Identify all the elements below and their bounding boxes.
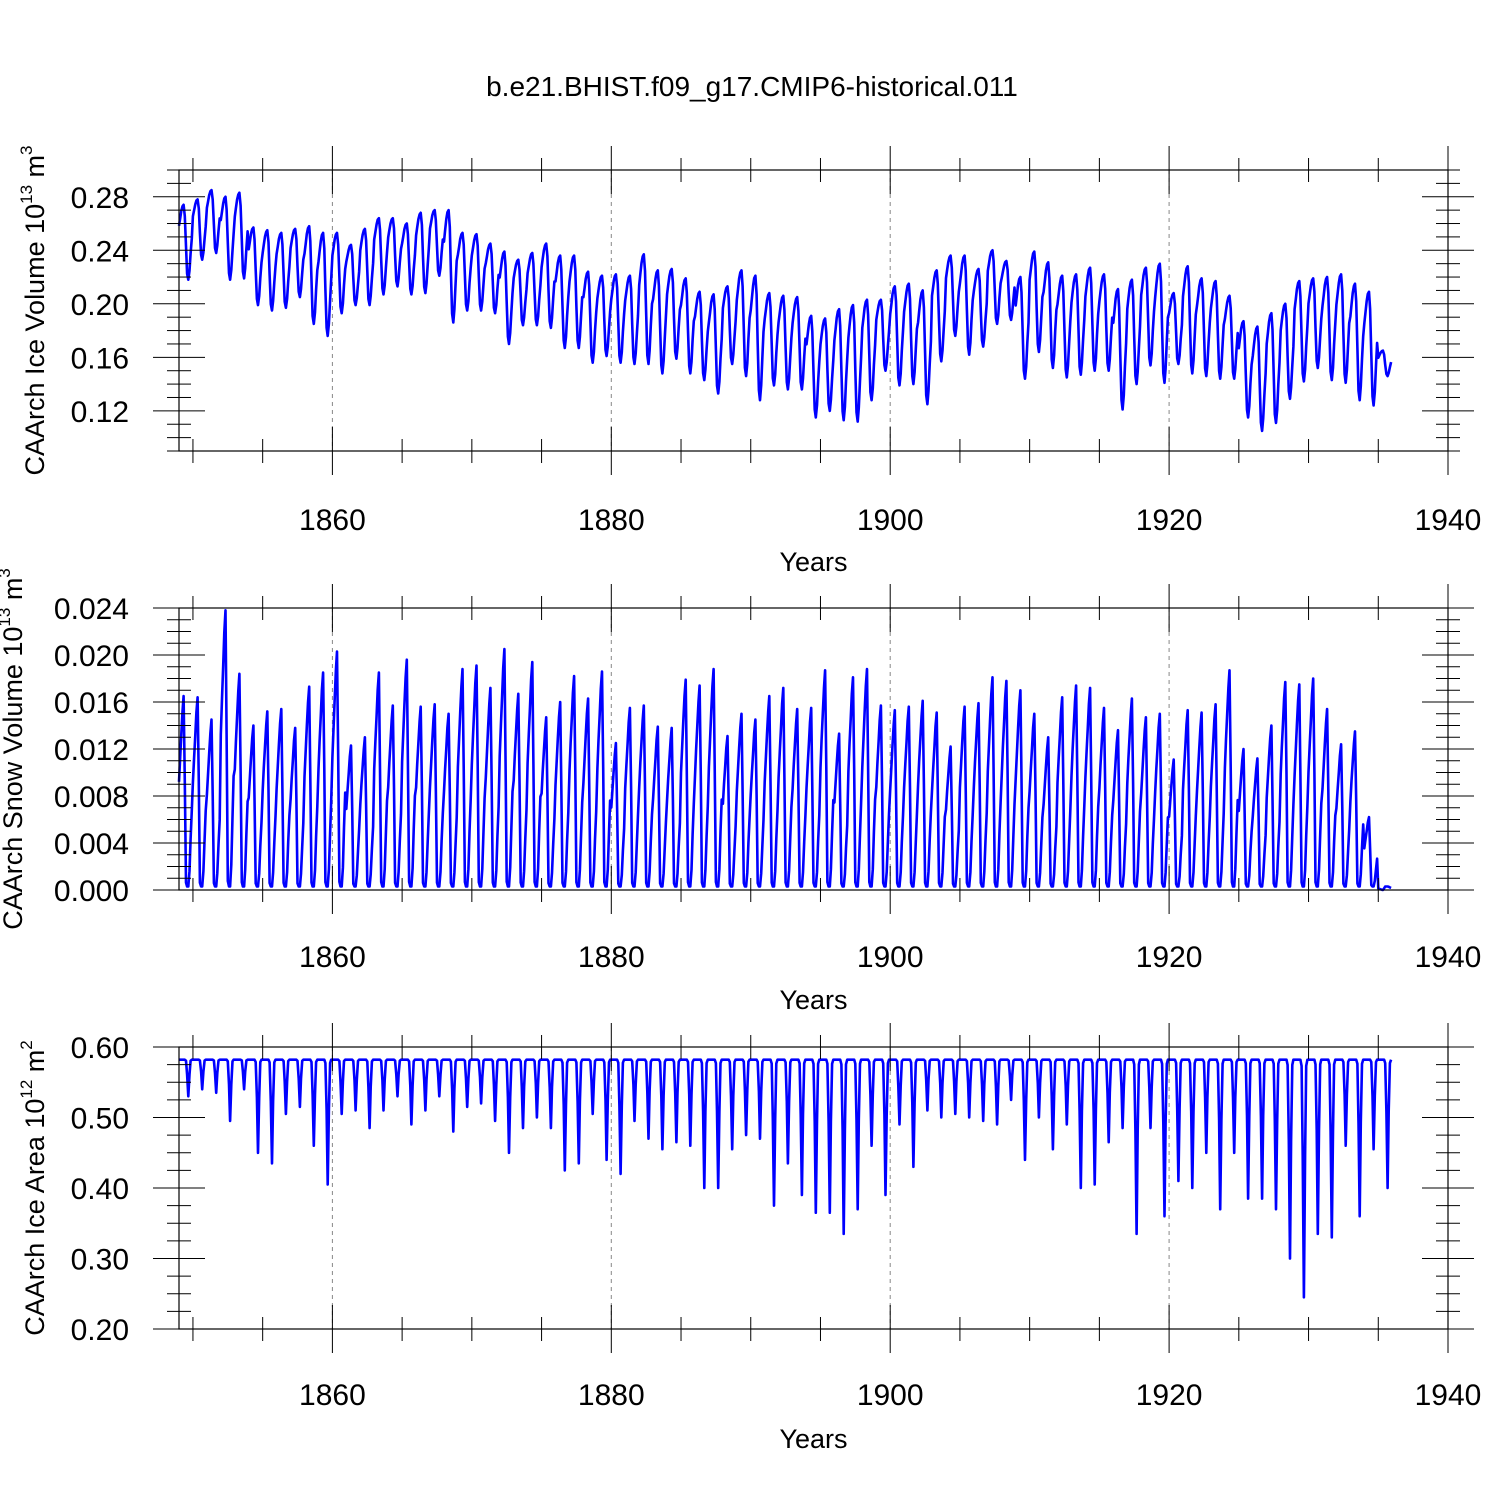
y-tick-label: 0.16 [71, 342, 129, 375]
x-tick-label: 1900 [857, 504, 924, 537]
x-tick-label: 1880 [578, 504, 645, 537]
x-tick-label: 1940 [1415, 1379, 1482, 1412]
y-tick-label: 0.20 [71, 1314, 129, 1347]
x-tick-label: 1900 [857, 941, 924, 974]
x-tick-label: 1940 [1415, 941, 1482, 974]
y-axis-label: CAArch Snow Volume 1013 m3 [0, 568, 28, 930]
y-tick-label: 0.008 [54, 781, 129, 814]
panel-ice-volume: 1860 1880 1900 1920 1940 Years 0.12 0.16 0.20 0.2… [17, 145, 1481, 577]
x-tick-label: 1880 [578, 1379, 645, 1412]
x-axis-label: Years [779, 985, 847, 1015]
panel-snow-volume: 1860 1880 1900 1920 1940 Years 0.000 0.004 0.008… [0, 568, 1481, 1015]
series-line-ice-volume [177, 188, 1393, 433]
chart-title: b.e21.BHIST.f09_g17.CMIP6-historical.011 [486, 71, 1018, 102]
x-tick-label: 1920 [1136, 1379, 1203, 1412]
x-axis-label: Years [779, 547, 847, 577]
y-tick-label: 0.12 [71, 396, 129, 429]
y-tick-label: 0.30 [71, 1244, 129, 1277]
y-tick-label: 0.28 [71, 182, 129, 215]
x-tick-label: 1920 [1136, 941, 1203, 974]
x-tick-label: 1880 [578, 941, 645, 974]
x-axis-label: Years [779, 1424, 847, 1454]
plot-frame [178, 169, 1449, 452]
x-tick-label: 1940 [1415, 504, 1482, 537]
x-tick-label: 1920 [1136, 504, 1203, 537]
y-tick-label: 0.016 [54, 687, 129, 720]
y-tick-label: 0.20 [71, 289, 129, 322]
x-tick-label: 1860 [299, 941, 366, 974]
y-tick-label: 0.60 [71, 1032, 129, 1065]
x-tick-label: 1860 [299, 1379, 366, 1412]
y-tick-label: 0.020 [54, 640, 129, 673]
y-tick-label: 0.24 [71, 235, 129, 268]
series-line-snow-volume [177, 608, 1392, 892]
x-tick-label: 1900 [857, 1379, 924, 1412]
y-axis-label: CAArch Ice Volume 1013 m3 [17, 145, 50, 475]
y-tick-label: 0.000 [54, 875, 129, 908]
series-line-ice-area [178, 1058, 1393, 1299]
y-tick-label: 0.012 [54, 734, 129, 767]
x-tick-label: 1860 [299, 504, 366, 537]
y-tick-label: 0.50 [71, 1103, 129, 1136]
panel-ice-area: 1860 1880 1900 1920 1940 Years 0.20 0.30 0.40 0.5… [17, 1023, 1481, 1454]
y-tick-label: 0.024 [54, 593, 129, 626]
y-tick-label: 0.004 [54, 828, 129, 861]
y-axis-label: CAArch Ice Area 1012 m2 [17, 1040, 50, 1336]
y-tick-label: 0.40 [71, 1173, 129, 1206]
